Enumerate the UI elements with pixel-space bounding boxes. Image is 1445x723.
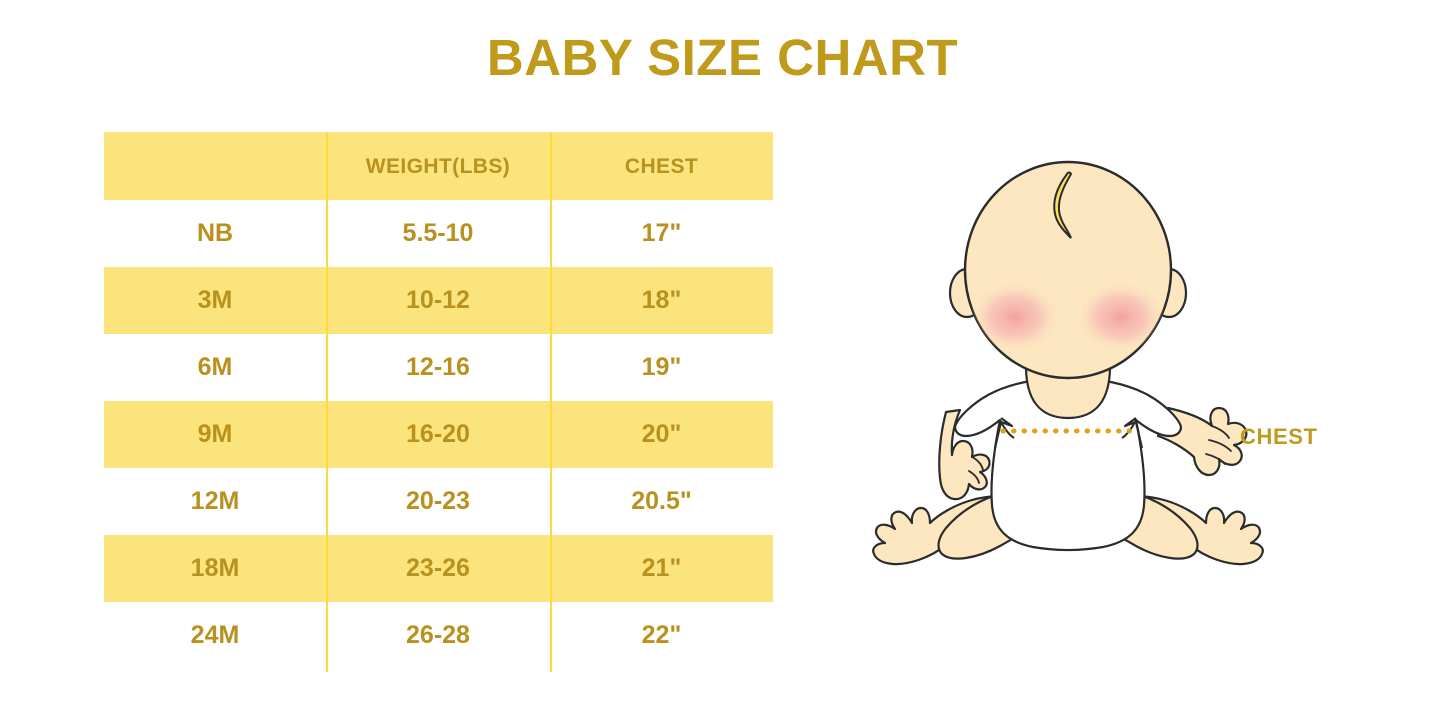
- table-row: 18M 23-26 21": [104, 535, 773, 602]
- table-row: 12M 20-23 20.5": [104, 468, 773, 535]
- cell-chest: 19": [641, 353, 682, 381]
- cell-size: 12M: [190, 487, 240, 515]
- baby-right-hand-fingers: [1205, 425, 1232, 465]
- cell-weight: 20-23: [406, 487, 470, 515]
- column-divider-2: [550, 132, 552, 672]
- cell-chest: 20": [641, 420, 682, 448]
- baby-cheeks: [969, 281, 1167, 353]
- chest-measurement-line: [993, 417, 1144, 449]
- cell-weight: 23-26: [406, 554, 470, 582]
- cell-weight: 5.5-10: [402, 219, 474, 247]
- header-cell-weight: WEIGHT(LBS): [365, 154, 511, 178]
- header-cell-chest: CHEST: [624, 154, 699, 178]
- cell-weight: 26-28: [406, 621, 470, 649]
- cell-size: 18M: [190, 554, 240, 582]
- table-row: 24M 26-28 22": [104, 602, 773, 669]
- cell-size: 9M: [197, 420, 233, 448]
- cell-size: 6M: [197, 353, 233, 381]
- cell-size: 3M: [197, 286, 233, 314]
- table-row: 3M 10-12 18": [104, 267, 773, 334]
- cell-size: 24M: [190, 621, 240, 649]
- size-chart-table: WEIGHT(LBS) CHEST NB 5.5-10 17" 3M 10-12…: [104, 132, 773, 672]
- cell-chest: 22": [641, 621, 682, 649]
- baby-left-hand-fingers: [968, 456, 984, 484]
- cell-chest: 21": [641, 554, 682, 582]
- table-row: 9M 16-20 20": [104, 401, 773, 468]
- page-title: BABY SIZE CHART: [486, 29, 959, 86]
- baby-hair-curl: [1053, 171, 1073, 239]
- cell-chest: 20.5": [631, 487, 692, 515]
- table-row: 6M 12-16 19": [104, 334, 773, 401]
- column-divider-1: [326, 132, 328, 672]
- cell-chest: 17": [641, 219, 682, 247]
- baby-figure-svg: [872, 160, 1264, 566]
- baby-illustration: [868, 160, 1268, 590]
- cell-chest: 18": [641, 286, 682, 314]
- cell-weight: 10-12: [406, 286, 470, 314]
- cell-weight: 16-20: [406, 420, 470, 448]
- cell-weight: 12-16: [406, 353, 470, 381]
- cell-size: NB: [196, 219, 234, 247]
- table-header-row: WEIGHT(LBS) CHEST: [104, 132, 773, 200]
- table-row: NB 5.5-10 17": [104, 200, 773, 267]
- chest-measurement-label: CHEST: [1240, 424, 1318, 449]
